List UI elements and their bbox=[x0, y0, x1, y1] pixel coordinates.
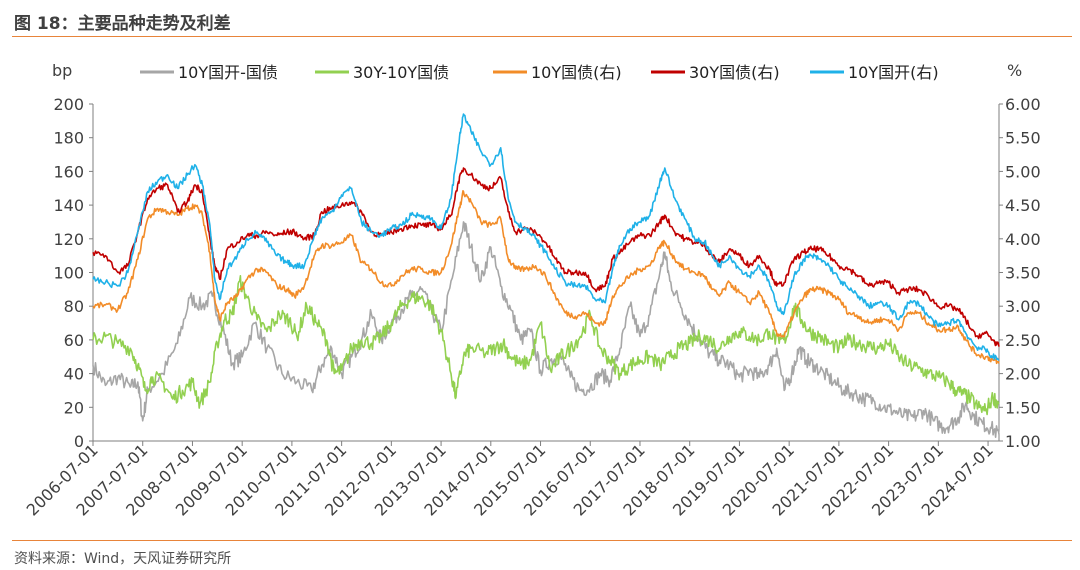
legend-label-1: 10Y国开-国债 bbox=[178, 63, 278, 82]
left-tick-label: 40 bbox=[64, 365, 84, 384]
series-line-2 bbox=[92, 275, 1000, 416]
source-divider bbox=[12, 540, 1072, 541]
left-tick-label: 180 bbox=[53, 129, 84, 148]
legend: 10Y国开-国债 30Y-10Y国债 10Y国债(右) 30Y国债(右) 10Y国开(右… bbox=[140, 63, 939, 82]
legend-label-2: 30Y-10Y国债 bbox=[353, 63, 449, 82]
right-axis-unit: % bbox=[1007, 61, 1022, 80]
right-tick-label: 4.50 bbox=[1005, 196, 1041, 215]
right-tick-label: 6.00 bbox=[1005, 95, 1041, 114]
right-tick-label: 5.50 bbox=[1005, 129, 1041, 148]
series-lines bbox=[92, 113, 1000, 438]
series-line-3 bbox=[92, 190, 1000, 365]
left-tick-label: 80 bbox=[64, 297, 84, 316]
series-line-4 bbox=[92, 167, 1000, 347]
legend-label-4: 30Y国债(右) bbox=[689, 63, 780, 82]
left-tick-label: 60 bbox=[64, 331, 84, 350]
left-tick-label: 140 bbox=[53, 196, 84, 215]
right-tick-label: 3.00 bbox=[1005, 297, 1041, 316]
series-line-1 bbox=[92, 221, 1000, 438]
left-tick-label: 20 bbox=[64, 398, 84, 417]
right-tick-label: 2.00 bbox=[1005, 365, 1041, 384]
left-tick-label: 200 bbox=[53, 95, 84, 114]
right-tick-label: 1.00 bbox=[1005, 432, 1041, 451]
right-tick-label: 4.00 bbox=[1005, 230, 1041, 249]
left-tick-label: 160 bbox=[53, 162, 84, 181]
right-tick-label: 2.50 bbox=[1005, 331, 1041, 350]
right-tick-label: 5.00 bbox=[1005, 162, 1041, 181]
left-axis-unit: bp bbox=[52, 61, 72, 80]
figure-title: 图 18：主要品种走势及利差 bbox=[14, 14, 231, 34]
title-divider bbox=[12, 36, 1072, 37]
series-line-5 bbox=[92, 113, 1000, 361]
legend-label-3: 10Y国债(右) bbox=[531, 63, 622, 82]
legend-label-5: 10Y国开(右) bbox=[848, 63, 939, 82]
right-tick-label: 3.50 bbox=[1005, 264, 1041, 283]
source-note: 资料来源：Wind，天风证券研究所 bbox=[14, 551, 232, 567]
right-tick-label: 1.50 bbox=[1005, 398, 1041, 417]
left-tick-label: 120 bbox=[53, 230, 84, 249]
left-tick-label: 0 bbox=[74, 432, 84, 451]
left-tick-label: 100 bbox=[53, 264, 84, 283]
line-chart: 0 20 40 60 80 100 120 140 160 180 200 1.00 1.50 2.00 2… bbox=[23, 61, 1041, 520]
